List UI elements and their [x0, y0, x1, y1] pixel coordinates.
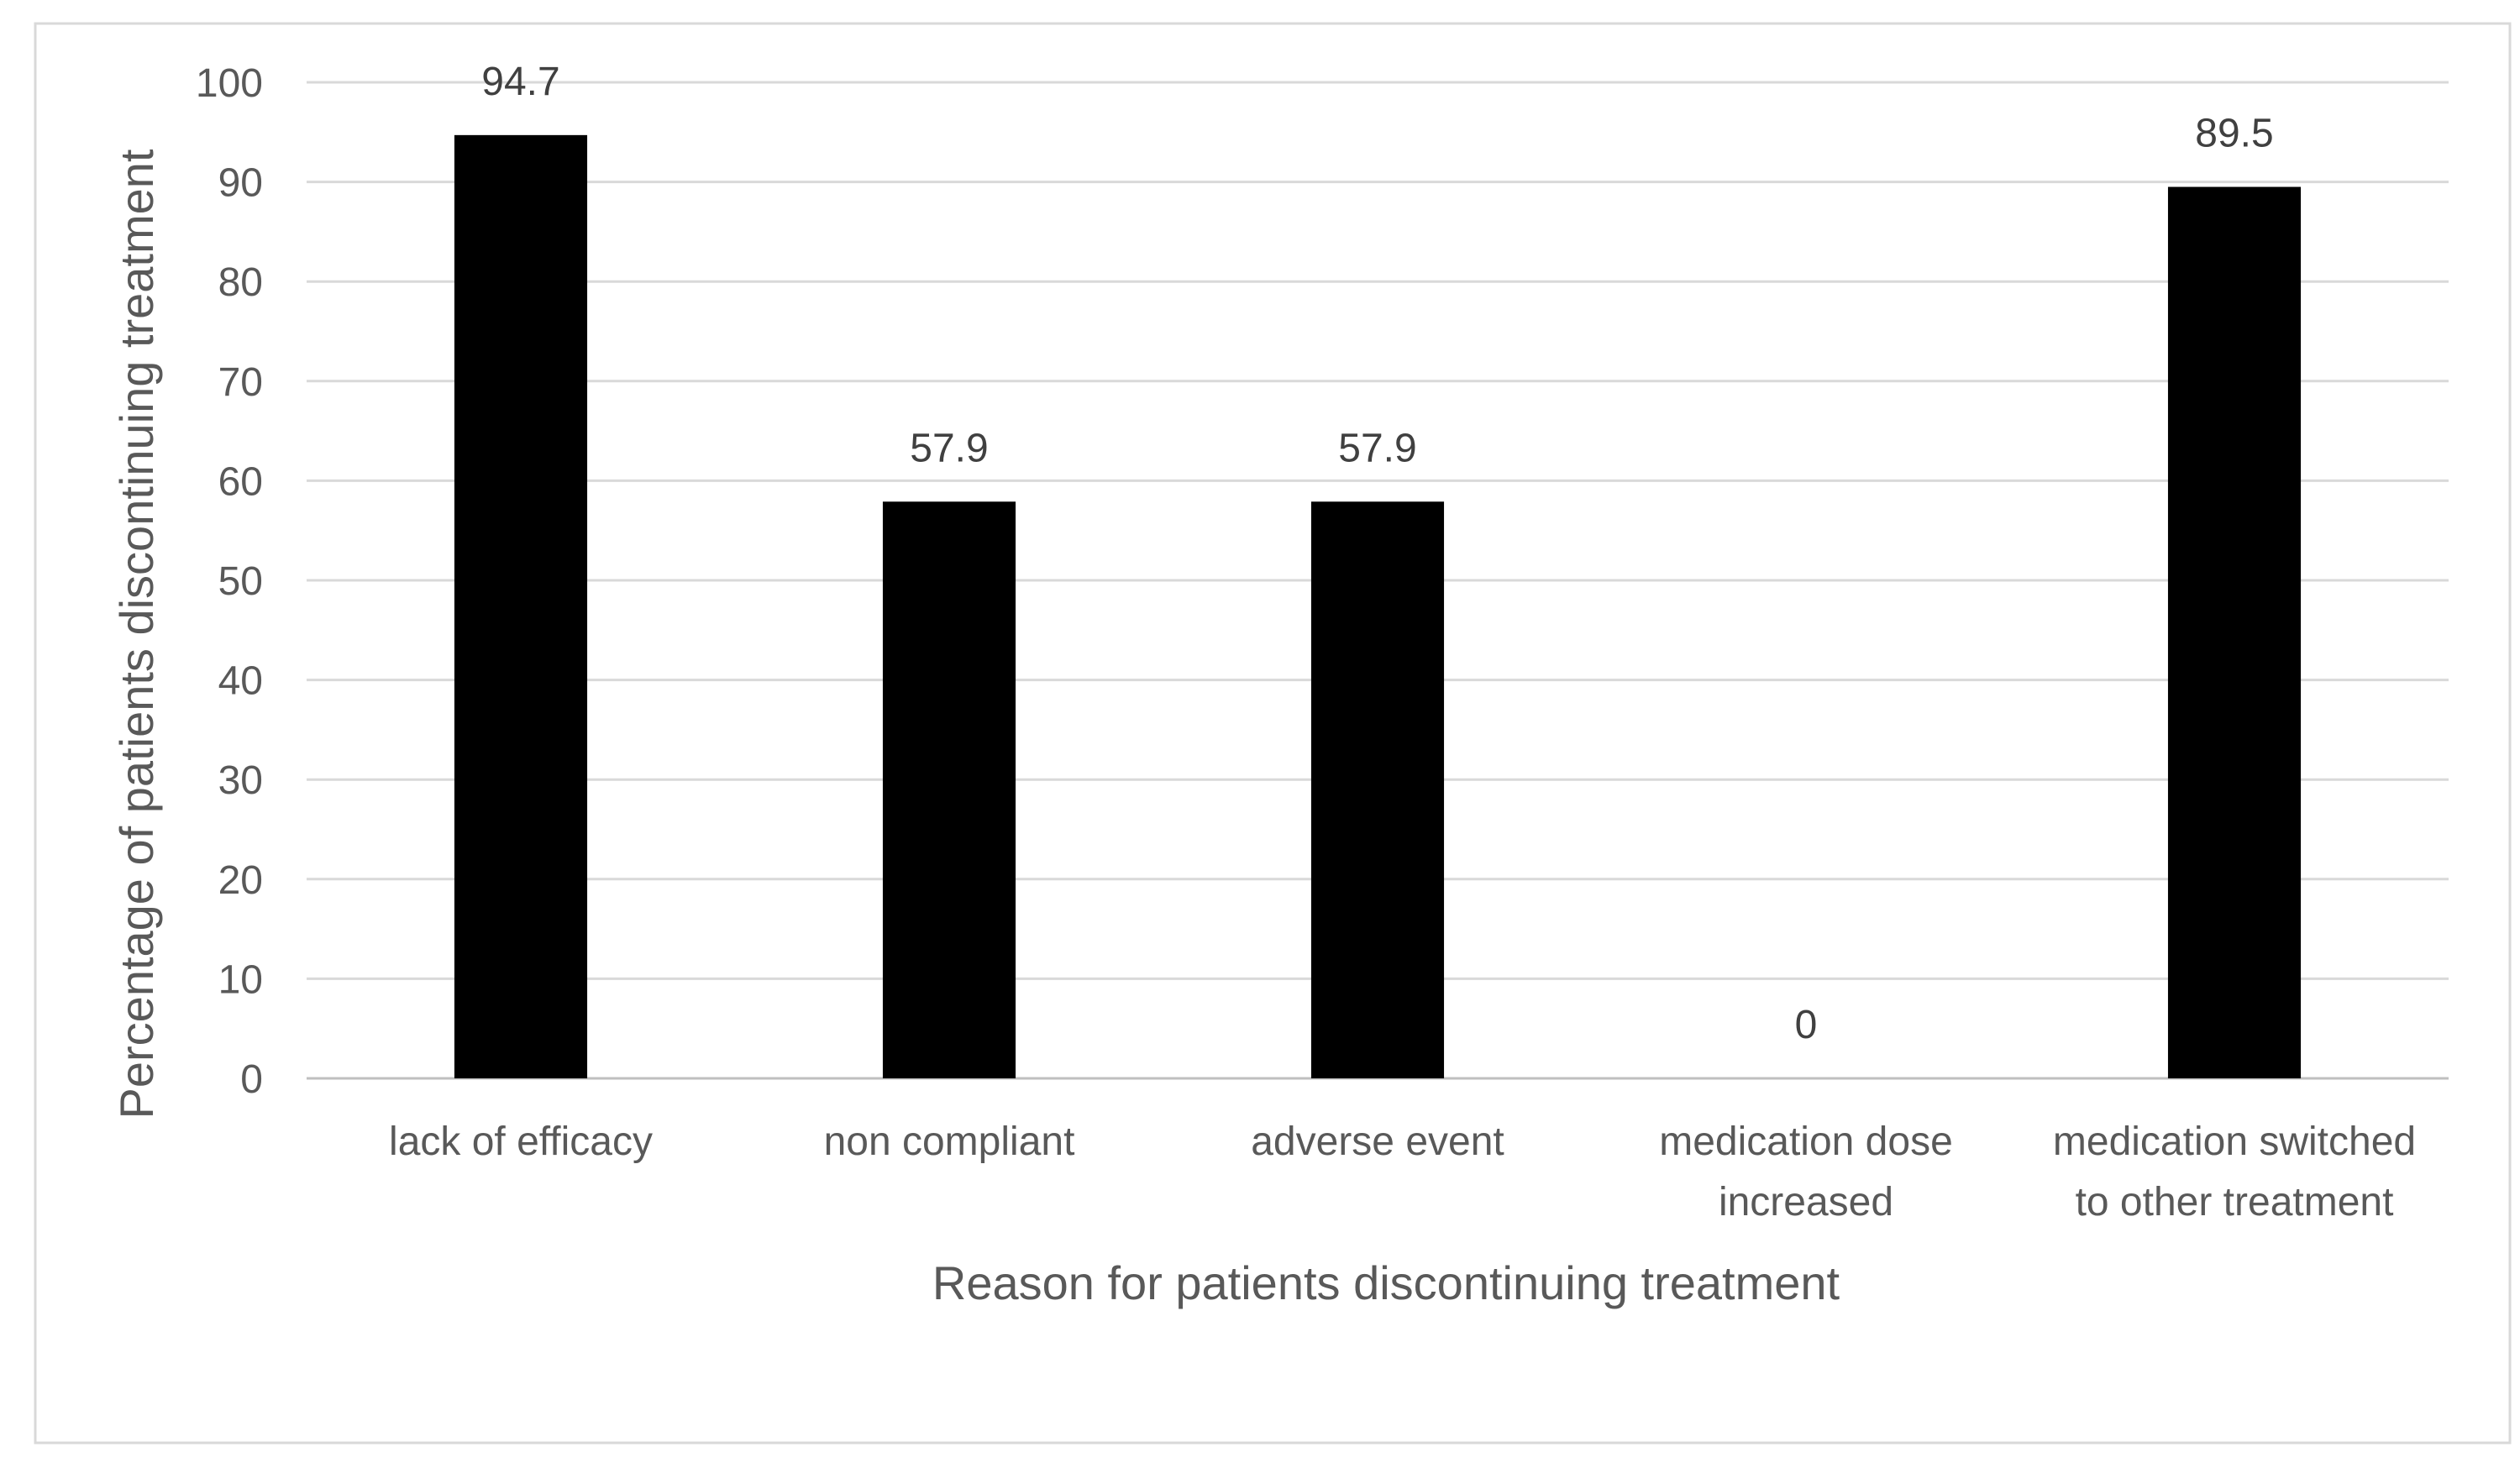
y-tick-label: 50 [218, 559, 263, 604]
x-tick-label: non compliant [824, 1120, 1075, 1164]
x-tick-label-line: medication switched [2053, 1120, 2416, 1164]
x-tick-label-line: non compliant [824, 1120, 1075, 1164]
y-tick-label: 80 [218, 260, 263, 305]
x-tick-label-line: lack of efficacy [389, 1120, 653, 1164]
y-tick-label: 60 [218, 459, 263, 504]
y-tick-label: 0 [240, 1057, 263, 1102]
y-tick-label: 100 [196, 61, 263, 106]
x-tick-label-line: medication dose [1659, 1120, 1953, 1164]
data-label-1: 57.9 [910, 426, 988, 470]
data-label-4: 89.5 [2195, 112, 2273, 156]
bars [454, 134, 2302, 1078]
x-axis-tick-labels: lack of efficacy non compliant adverse eve… [389, 1120, 2416, 1224]
y-tick-label: 10 [218, 957, 263, 1002]
x-tick-label-line: adverse event [1251, 1120, 1504, 1164]
x-tick-label: medication switched to other treatment [2053, 1120, 2416, 1224]
y-tick-label: 20 [218, 858, 263, 903]
x-axis-title: Reason for patients discontinuing treatm… [932, 1256, 1840, 1309]
chart-border [34, 22, 2512, 1445]
y-tick-label: 70 [218, 360, 263, 405]
y-axis-title: Percentage of patients discontinuing tre… [110, 149, 163, 1119]
data-labels: 94.7 57.9 57.9 0 89.5 [481, 60, 2273, 1047]
x-tick-label-line: increased [1719, 1180, 1893, 1224]
data-label-3: 0 [1795, 1003, 1818, 1047]
y-tick-label: 40 [218, 659, 263, 704]
y-tick-label: 30 [218, 758, 263, 803]
x-tick-label-line: to other treatment [2076, 1180, 2394, 1224]
bar-4 [2167, 186, 2302, 1078]
bar-1 [882, 501, 1016, 1078]
bar-0 [454, 134, 588, 1078]
data-label-2: 57.9 [1338, 426, 1416, 470]
x-tick-label: adverse event [1251, 1120, 1504, 1164]
bar-2 [1310, 501, 1445, 1078]
x-tick-label: medication dose increased [1659, 1120, 1953, 1224]
x-tick-label: lack of efficacy [389, 1120, 653, 1164]
data-label-0: 94.7 [481, 60, 559, 104]
y-axis-tick-labels: 0 10 20 30 40 50 60 70 80 90 100 [196, 61, 263, 1102]
y-tick-label: 90 [218, 161, 263, 206]
